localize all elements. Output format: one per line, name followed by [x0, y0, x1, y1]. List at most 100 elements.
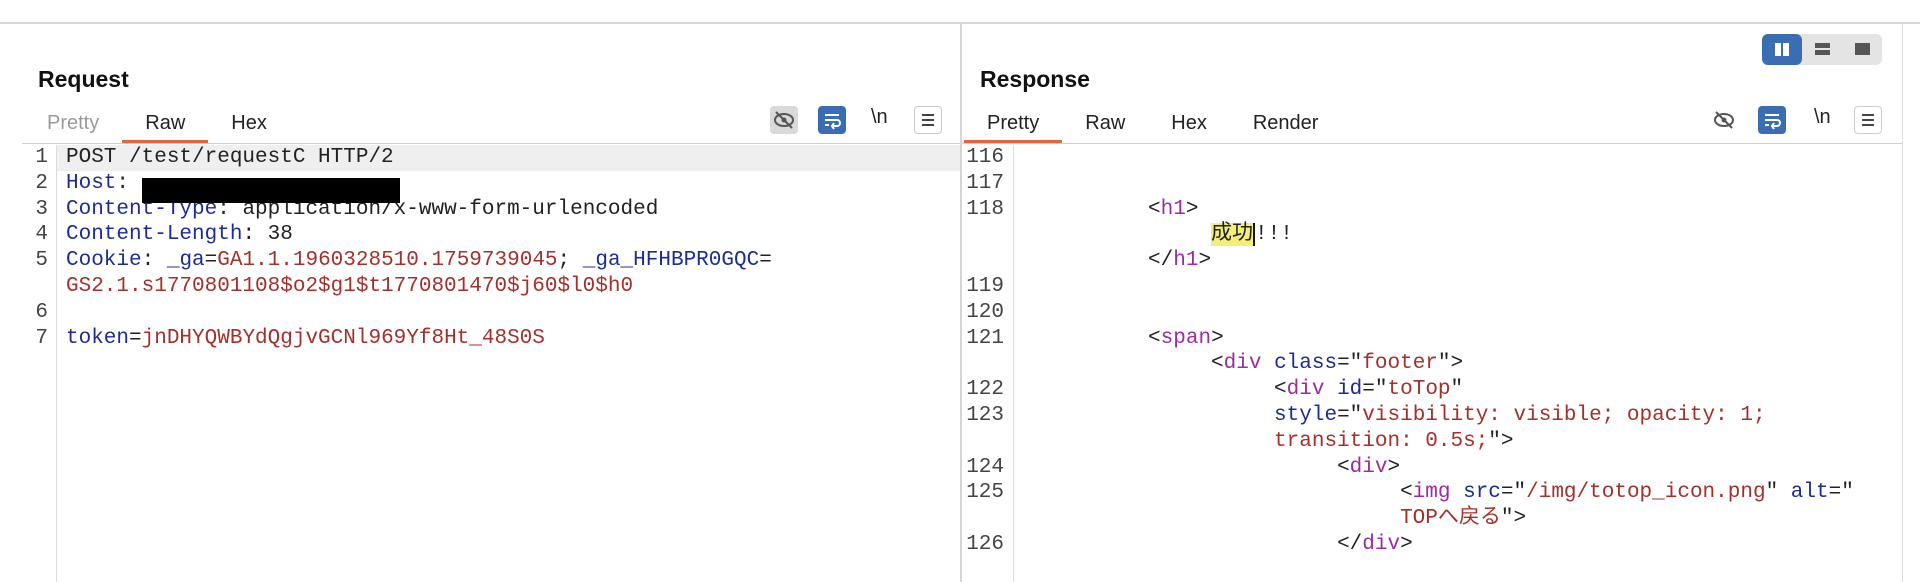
line-text: </h1> [1014, 248, 1902, 274]
code-line: 122 <div id="toTop" [962, 377, 1902, 403]
code-token: : application/x-www-form-urlencoded [217, 197, 659, 221]
stacked-view-button[interactable] [1802, 34, 1842, 65]
code-token: = [129, 326, 142, 350]
line-text: GS2.1.s1770801108$o2$g1$t1770801470$j60$… [57, 274, 960, 300]
code-token: =" [1337, 352, 1363, 376]
line-text: <span> [1014, 326, 1902, 352]
code-token [1022, 507, 1400, 530]
tab[interactable]: Pretty [47, 112, 100, 134]
code-token: < [1022, 481, 1413, 505]
code-token: img [1412, 481, 1451, 505]
tab-divider [22, 143, 960, 144]
code-line: 6 [22, 300, 960, 326]
code-line: 2 Host: [22, 171, 960, 197]
line-text [1014, 274, 1902, 300]
line-text: Content-Length: 38 [57, 222, 960, 248]
layout-toggle[interactable] [1762, 34, 1882, 65]
line-text: token=jnDHYQWBYdQgjvGCNl969Yf8Ht_48S0S [57, 326, 960, 352]
code-token: toTop [1387, 378, 1451, 402]
code-token: div [1349, 455, 1388, 479]
code-token: div [1223, 352, 1262, 376]
code-token: footer [1362, 352, 1438, 376]
line-text: style="visibility: visible; opacity: 1; [1014, 403, 1902, 429]
menu-button[interactable] [1854, 106, 1882, 134]
code-token: </ [1022, 532, 1363, 556]
tab[interactable]: Hex [1171, 112, 1207, 134]
tab[interactable]: Hex [231, 112, 267, 134]
line-number: 3 [35, 197, 48, 221]
tab[interactable]: Pretty [964, 104, 1063, 144]
code-line: 126 </div> [962, 532, 1902, 558]
code-token: src [1463, 481, 1501, 505]
code-token: transition: 0.5s; [1274, 429, 1489, 453]
code-token [1022, 223, 1211, 246]
line-number: 117 [966, 171, 1004, 195]
code-token: =" [1828, 481, 1854, 505]
code-token: div [1286, 378, 1325, 402]
single-view-button[interactable] [1842, 34, 1882, 65]
hide-button[interactable] [1710, 106, 1738, 134]
code-token: " [1450, 378, 1464, 402]
line-text: Content-Type: application/x-www-form-url… [57, 197, 960, 223]
tab-bar: Pretty Raw Hex Render [964, 104, 1341, 144]
code-token: > [1211, 326, 1224, 350]
code-line: 123 style="visibility: visible; opacity:… [962, 403, 1902, 429]
code-token: "> [1437, 352, 1464, 376]
code-token: visibility: visible; opacity: 1; [1362, 403, 1766, 427]
code-token: Host [66, 171, 117, 195]
line-text: <div class="footer"> [1014, 351, 1902, 377]
code-line: 124 <div> [962, 455, 1902, 481]
code-token: =" [1337, 403, 1363, 427]
code-line: 116 [962, 145, 1902, 171]
wrap-button[interactable] [818, 106, 846, 134]
line-text: <div id="toTop" [1014, 377, 1902, 403]
code-line: <div class="footer"> [962, 351, 1902, 377]
code-token: : 38 [242, 223, 293, 247]
newline-button[interactable]: \n [1814, 106, 1831, 128]
line-text: <h1> [1014, 197, 1902, 223]
code-token: < [1022, 197, 1161, 221]
code-token: style [1274, 403, 1338, 427]
code-token: 成功 [1211, 223, 1256, 247]
code-token: h1 [1173, 249, 1199, 273]
code-token: token [66, 326, 130, 350]
code-line: 成功!!! [962, 222, 1902, 248]
code-token: id [1337, 378, 1363, 402]
code-token: "> [1488, 429, 1514, 453]
code-token: jnDHYQWBYdQgjvGCNl969Yf8Ht_48S0S [141, 326, 545, 350]
code-token [1022, 404, 1274, 427]
code-line: 3 Content-Type: application/x-www-form-ur… [22, 197, 960, 223]
line-text: POST /test/requestC HTTP/2 [57, 145, 960, 171]
hide-button[interactable] [770, 106, 798, 134]
code-token: _ga [166, 249, 205, 273]
code-editor: 116 117 118 <h1> 成功!!! </h1> 119 120 121 <spa… [962, 145, 1902, 582]
line-number: 120 [966, 300, 1004, 324]
line-number: 5 [35, 249, 48, 273]
newline-button[interactable]: \n [871, 106, 888, 128]
code-line: TOPへ戻る"> [962, 506, 1902, 532]
tab[interactable]: Raw [122, 104, 209, 144]
menu-button[interactable] [914, 106, 942, 134]
code-token: =" [1500, 481, 1527, 505]
code-token: div [1362, 532, 1401, 556]
line-number: 116 [966, 146, 1004, 169]
line-number: 1 [35, 146, 48, 169]
line-text [1014, 300, 1902, 326]
wrap-button[interactable] [1758, 106, 1786, 134]
code-token: !!! [1255, 223, 1293, 247]
tab[interactable]: Raw [1085, 112, 1126, 134]
line-text [1014, 145, 1902, 171]
line-number: 119 [966, 274, 1004, 298]
split-view-button[interactable] [1762, 34, 1802, 65]
line-number: 125 [966, 481, 1004, 505]
tab[interactable]: Render [1252, 112, 1319, 134]
request-panel: Request Pretty Raw Hex \n 1 POST /test/request… [22, 23, 960, 582]
response-panel: Response Pretty Raw Hex Render \n 116 117 118 <h… [962, 23, 1902, 582]
code-token: : [141, 249, 167, 273]
line-text: </div> [1014, 532, 1902, 558]
code-line: 118 <h1> [962, 197, 1902, 223]
code-line: 5 Cookie: _ga=GA1.1.1960328510.1759739045… [22, 248, 960, 274]
line-text: <div> [1014, 455, 1902, 481]
code-token [1022, 430, 1274, 453]
